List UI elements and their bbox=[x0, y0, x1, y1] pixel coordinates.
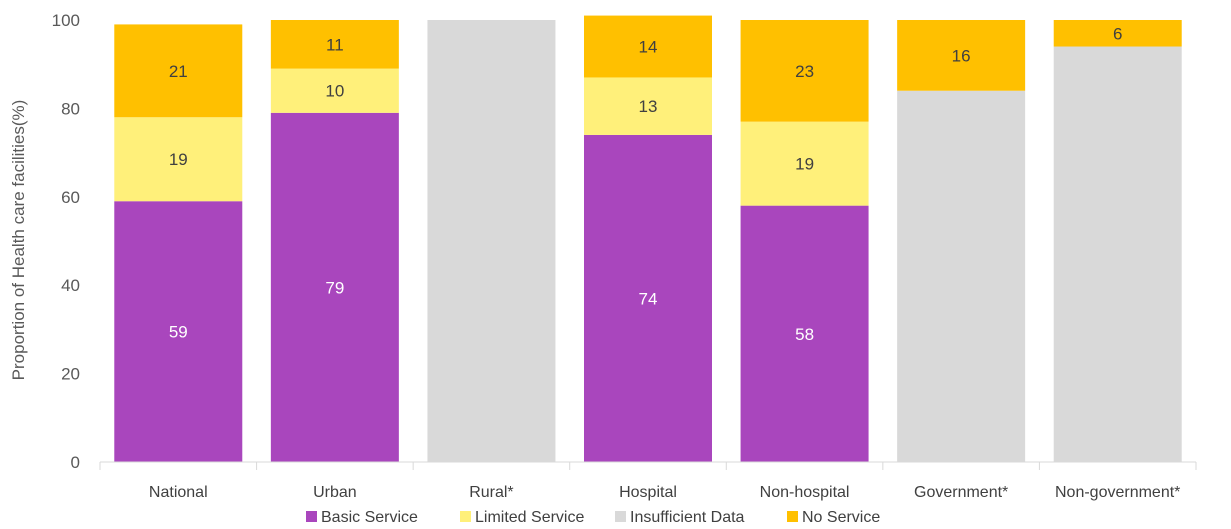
category-label: National bbox=[149, 484, 208, 501]
data-label: 13 bbox=[639, 97, 658, 116]
bar-segment bbox=[114, 201, 243, 462]
bar-segment bbox=[740, 205, 869, 462]
y-tick-label: 40 bbox=[61, 276, 80, 295]
category-label: Non-government* bbox=[1055, 484, 1180, 501]
data-label: 79 bbox=[325, 278, 344, 297]
bar-segment bbox=[270, 68, 399, 113]
y-tick-label: 80 bbox=[61, 99, 80, 118]
data-label: 6 bbox=[1113, 24, 1122, 43]
legend-swatch bbox=[306, 511, 317, 522]
category-label: Hospital bbox=[619, 484, 677, 501]
legend-label: Limited Service bbox=[475, 509, 584, 526]
bar-segment bbox=[114, 117, 243, 202]
y-tick-label: 100 bbox=[52, 11, 80, 30]
bar-segment bbox=[427, 20, 556, 462]
bar-segment bbox=[1053, 46, 1182, 463]
bar-segment bbox=[584, 134, 712, 463]
bar-segment bbox=[1053, 20, 1182, 47]
legend-label: Basic Service bbox=[321, 509, 418, 526]
y-axis-ticks: 0 20 40 60 80 100 bbox=[52, 11, 80, 472]
category-label: Urban bbox=[313, 484, 357, 501]
bar-segment bbox=[270, 20, 399, 69]
x-axis-ticks bbox=[99, 462, 1197, 470]
data-label: 10 bbox=[325, 82, 344, 101]
bar-segment bbox=[897, 90, 1026, 462]
bar-segment bbox=[270, 112, 399, 462]
data-label: 14 bbox=[639, 38, 658, 57]
bar-segment bbox=[740, 20, 869, 122]
y-axis-title: Proportion of Health care facilities(%) bbox=[9, 100, 28, 381]
data-label: 58 bbox=[795, 325, 814, 344]
y-tick-label: 0 bbox=[71, 453, 80, 472]
data-label: 74 bbox=[639, 289, 658, 308]
y-tick-label: 60 bbox=[61, 188, 80, 207]
data-label: 19 bbox=[795, 155, 814, 174]
legend-label: No Service bbox=[802, 509, 880, 526]
legend-swatch bbox=[460, 511, 471, 522]
data-label: 19 bbox=[169, 150, 188, 169]
data-label: 16 bbox=[952, 46, 971, 65]
category-label: Rural* bbox=[469, 484, 513, 501]
y-tick-label: 20 bbox=[61, 365, 80, 384]
legend: Basic Service Limited Service Insufficient… bbox=[306, 509, 880, 526]
data-label: 21 bbox=[169, 62, 188, 81]
bar-segment bbox=[897, 20, 1026, 91]
bar-segment bbox=[584, 77, 712, 135]
legend-swatch bbox=[787, 511, 798, 522]
x-axis-labels: National Urban Rural* Hospital Non-hospital G… bbox=[149, 484, 1180, 501]
bar-segment bbox=[740, 121, 869, 206]
bar-segment bbox=[114, 24, 243, 118]
data-label: 59 bbox=[169, 323, 188, 342]
bar-segment bbox=[584, 15, 712, 78]
data-label: 11 bbox=[326, 35, 344, 54]
legend-swatch bbox=[615, 511, 626, 522]
bars: 59 19 21 79 10 11 74 13 14 58 19 23 16 6 bbox=[114, 15, 1182, 463]
legend-label: Insufficient Data bbox=[630, 509, 745, 526]
category-label: Non-hospital bbox=[760, 484, 850, 501]
category-label: Government* bbox=[914, 484, 1008, 501]
data-label: 23 bbox=[795, 62, 814, 81]
